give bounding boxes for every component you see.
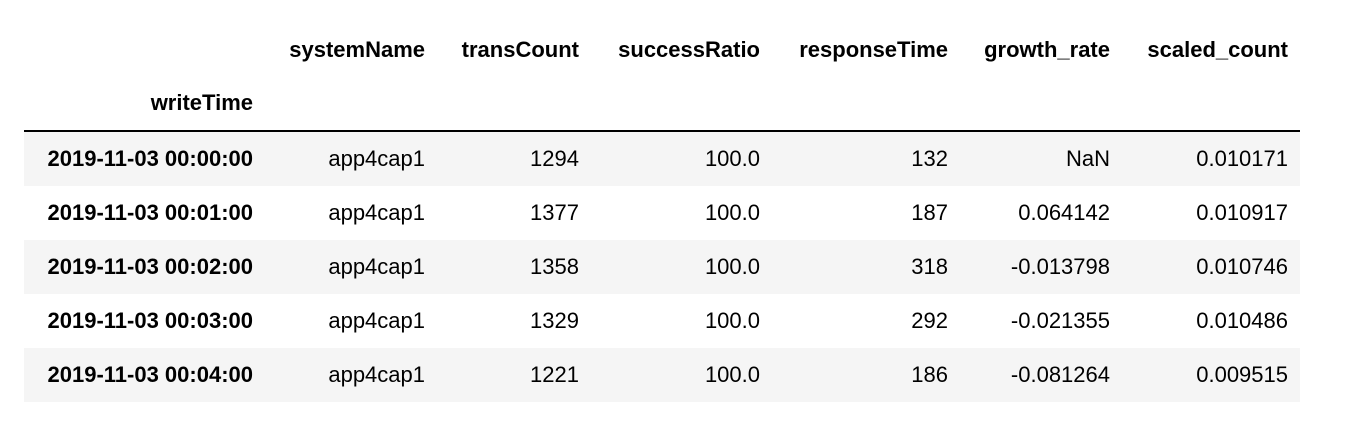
column-header-growth_rate: growth_rate	[984, 37, 1110, 62]
cell-responseTime: 292	[911, 308, 948, 333]
column-header-row: systemName transCount successRatio respo…	[24, 24, 1300, 76]
row-index: 2019-11-03 00:01:00	[47, 200, 254, 225]
cell-growth_rate: -0.081264	[1010, 362, 1110, 387]
dataframe-table: systemName transCount successRatio respo…	[24, 24, 1300, 402]
table-body: 2019-11-03 00:00:00 app4cap1 1294 100.0 …	[24, 131, 1300, 402]
cell-growth_rate: NaN	[1065, 146, 1110, 171]
index-name-header: writeTime	[24, 76, 265, 132]
cell-responseTime: 318	[911, 254, 948, 279]
cell-systemName: app4cap1	[328, 200, 425, 225]
table-header: systemName transCount successRatio respo…	[24, 24, 1300, 132]
cell-systemName: app4cap1	[328, 308, 425, 333]
cell-scaled_count: 0.010486	[1196, 308, 1288, 333]
cell-systemName: app4cap1	[328, 146, 425, 171]
column-header-responseTime: responseTime	[799, 37, 948, 62]
cell-systemName: app4cap1	[328, 362, 425, 387]
row-index: 2019-11-03 00:04:00	[47, 362, 254, 387]
cell-scaled_count: 0.010171	[1196, 146, 1288, 171]
cell-transCount: 1358	[530, 254, 579, 279]
index-header-blank	[24, 24, 265, 76]
cell-transCount: 1221	[530, 362, 579, 387]
table-row: 2019-11-03 00:01:00 app4cap1 1377 100.0 …	[24, 186, 1300, 240]
cell-responseTime: 132	[911, 146, 948, 171]
cell-growth_rate: -0.013798	[1010, 254, 1110, 279]
cell-responseTime: 187	[911, 200, 948, 225]
index-name-row: writeTime	[24, 76, 1300, 132]
row-index: 2019-11-03 00:02:00	[47, 254, 254, 279]
cell-systemName: app4cap1	[328, 254, 425, 279]
table-row: 2019-11-03 00:04:00 app4cap1 1221 100.0 …	[24, 348, 1300, 402]
dataframe-output: systemName transCount successRatio respo…	[24, 24, 1300, 402]
cell-successRatio: 100.0	[704, 362, 760, 387]
cell-successRatio: 100.0	[704, 308, 760, 333]
row-index: 2019-11-03 00:00:00	[47, 146, 254, 171]
table-row: 2019-11-03 00:00:00 app4cap1 1294 100.0 …	[24, 131, 1300, 186]
cell-successRatio: 100.0	[704, 254, 760, 279]
cell-transCount: 1377	[530, 200, 579, 225]
cell-transCount: 1329	[530, 308, 579, 333]
column-header-scaled_count: scaled_count	[1147, 37, 1288, 62]
table-row: 2019-11-03 00:02:00 app4cap1 1358 100.0 …	[24, 240, 1300, 294]
cell-successRatio: 100.0	[704, 200, 760, 225]
cell-growth_rate: 0.064142	[1018, 200, 1110, 225]
column-header-transCount: transCount	[461, 37, 579, 62]
cell-responseTime: 186	[911, 362, 948, 387]
column-header-successRatio: successRatio	[618, 37, 760, 62]
cell-scaled_count: 0.010746	[1196, 254, 1288, 279]
cell-successRatio: 100.0	[704, 146, 760, 171]
cell-transCount: 1294	[530, 146, 579, 171]
cell-growth_rate: -0.021355	[1010, 308, 1110, 333]
cell-scaled_count: 0.010917	[1196, 200, 1288, 225]
row-index: 2019-11-03 00:03:00	[47, 308, 254, 333]
column-header-systemName: systemName	[289, 37, 425, 62]
table-row: 2019-11-03 00:03:00 app4cap1 1329 100.0 …	[24, 294, 1300, 348]
cell-scaled_count: 0.009515	[1196, 362, 1288, 387]
